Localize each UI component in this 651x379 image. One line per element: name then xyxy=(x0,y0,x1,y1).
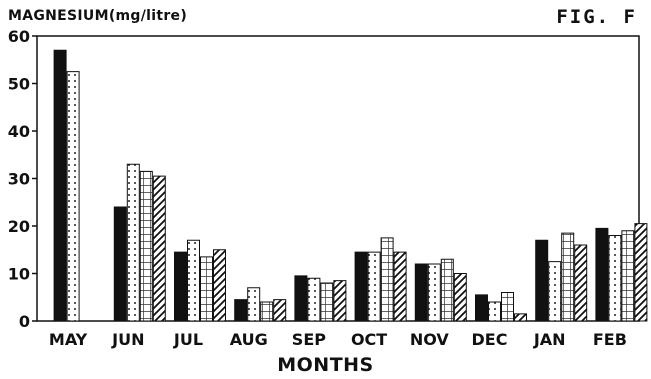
bar-solid xyxy=(414,263,428,322)
x-axis-label: MONTHS xyxy=(277,354,374,376)
bar-diagonal xyxy=(393,251,407,322)
y-tick-label: 20 xyxy=(8,217,30,236)
bar-diagonal xyxy=(213,249,226,322)
y-tick-label: 10 xyxy=(8,265,30,284)
bar-diagonal xyxy=(333,280,347,322)
bar-solid xyxy=(354,251,368,322)
bar-solid xyxy=(475,294,488,322)
figure-label: FIG. F xyxy=(556,6,637,28)
bar-crosshatch xyxy=(501,292,514,322)
bar-dots xyxy=(66,71,80,322)
bar-crosshatch xyxy=(561,232,575,322)
bar-solid xyxy=(294,275,308,322)
x-tick-label: MAY xyxy=(49,330,88,349)
bar-dots xyxy=(488,301,501,322)
x-tick-label: AUG xyxy=(230,330,268,349)
y-tick-label: 0 xyxy=(19,312,30,331)
bar-dots xyxy=(608,235,622,322)
bar-solid xyxy=(113,206,127,322)
bar-crosshatch xyxy=(260,301,274,322)
bar-dots xyxy=(126,163,140,322)
y-tick-label: 60 xyxy=(8,27,30,46)
bar-crosshatch xyxy=(200,256,213,322)
bar-diagonal xyxy=(574,244,588,322)
y-tick-label: 30 xyxy=(8,170,30,189)
bar-solid xyxy=(535,239,549,322)
x-tick-label: JUL xyxy=(173,330,203,349)
x-tick-label: FEB xyxy=(593,330,627,349)
bar-crosshatch xyxy=(139,170,153,322)
x-tick-label: NOV xyxy=(410,330,450,349)
x-tick-label: JAN xyxy=(533,330,566,349)
bar-solid xyxy=(595,227,609,322)
bar-solid xyxy=(53,49,67,322)
bar-dots xyxy=(548,261,562,322)
bar-diagonal xyxy=(453,273,467,322)
y-tick-label: 50 xyxy=(8,75,30,94)
bar-dots xyxy=(247,287,261,322)
x-tick-label: SEP xyxy=(292,330,326,349)
bar-diagonal xyxy=(514,313,527,322)
bar-crosshatch xyxy=(320,282,334,322)
bar-dots xyxy=(427,263,441,322)
bar-dots xyxy=(187,239,200,322)
bar-crosshatch xyxy=(380,237,394,322)
bar-solid xyxy=(234,299,248,322)
y-tick-label: 40 xyxy=(8,122,30,141)
x-tick-label: DEC xyxy=(472,330,508,349)
bar-diagonal xyxy=(273,299,287,322)
bar-diagonal xyxy=(152,175,166,322)
chart-title: MAGNESIUM(mg/litre) xyxy=(8,8,188,24)
bar-solid xyxy=(174,251,187,322)
bar-crosshatch xyxy=(440,258,454,322)
bar-diagonal xyxy=(634,223,648,322)
x-tick-label: OCT xyxy=(351,330,387,349)
bar-crosshatch xyxy=(621,230,635,322)
bar-dots xyxy=(367,251,381,322)
bar-dots xyxy=(307,277,321,322)
x-tick-label: JUN xyxy=(111,330,144,349)
